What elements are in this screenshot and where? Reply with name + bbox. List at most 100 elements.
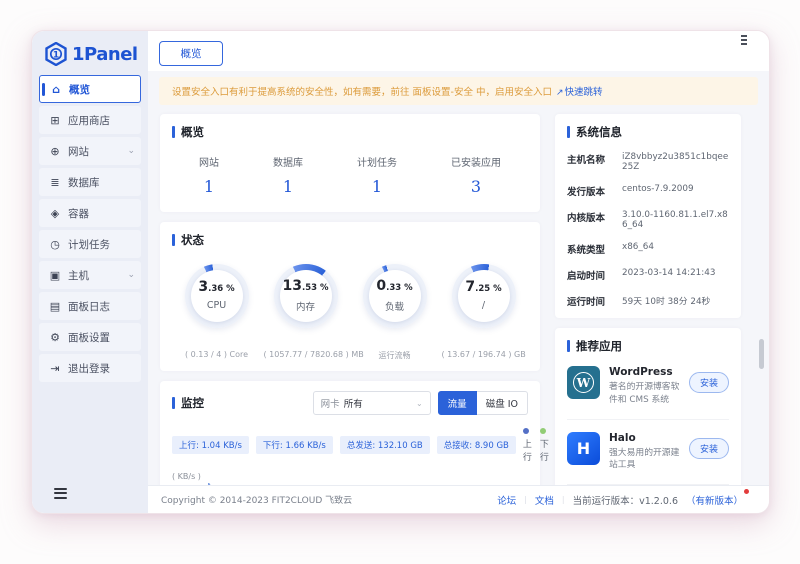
appstore-icon: ⊞ [50,113,60,127]
container-icon: ◈ [50,206,60,220]
vertical-scrollbar-thumb[interactable] [759,339,764,369]
gauge-cpu: 3.36 % CPU ( 0.13 / 4 ) Core [175,264,259,361]
system-info-title: 系统信息 [567,124,729,140]
disk-io-tab-button[interactable]: 磁盘 IO [476,391,528,415]
new-version-dot [744,488,749,494]
sidebar-item-label: 计划任务 [68,238,110,251]
schedule-icon: ◷ [50,237,60,251]
sidebar-item-host[interactable]: ▣ 主机 ⌄ [39,261,141,289]
chevron-down-icon: ⌄ [127,146,135,156]
status-card: 状态 3.36 % CPU ( 0.13 / 4 ) Core [160,222,540,371]
tab-bar: 概览 [148,31,769,71]
sidebar-item-label: 网站 [68,145,89,158]
tab-overview[interactable]: 概览 [159,41,223,66]
sidebar-item-container[interactable]: ◈ 容器 [39,199,141,227]
brand-logo-icon: 1 [45,42,67,66]
sidebar-item-label: 退出登录 [68,362,110,375]
cpu-gauge-ring: 3.36 % CPU [184,264,249,328]
recommended-apps-card: 推荐应用 W WordPress 著名的开源博客软件和 CMS 系统 安装 H [555,328,741,510]
system-info-card: 系统信息 主机名称 iZ8vbbyz2u3851c1bqee25Z 发行版本 c… [555,114,741,318]
footer: Copyright © 2014-2023 FIT2CLOUD 飞致云 论坛 |… [148,485,769,513]
stat-databases[interactable]: 数据库 1 [273,158,303,196]
disk-gauge-ring: 7.25 % / [451,264,516,328]
sidebar-item-label: 面板设置 [68,331,110,344]
docs-link[interactable]: 文档 [534,495,554,507]
logs-icon: ▤ [49,299,61,313]
settings-icon: ⚙ [50,330,60,344]
sidebar-item-label: 容器 [68,207,89,220]
traffic-tags: 上行: 1.04 KB/s 下行: 1.66 KB/s 总发送: 132.10 … [172,427,549,463]
stat-installed-apps[interactable]: 已安装应用 3 [451,158,501,196]
status-card-title: 状态 [172,232,528,248]
sidebar-item-website[interactable]: ⊕ 网站 ⌄ [39,137,141,165]
svg-text:1: 1 [53,51,59,61]
globe-icon: ⊕ [50,144,60,158]
monitor-toggle-group: 流量 磁盘 IO [437,391,528,415]
sidebar-item-database[interactable]: ≣ 数据库 [39,168,141,196]
halo-icon: H [567,431,600,465]
sysinfo-row-boot-time: 启动时间 2023-03-14 14:21:43 [567,268,716,282]
content: 概览 网站 1 数据库 1 计划任务 [148,105,769,510]
stat-websites[interactable]: 网站 1 [199,158,219,196]
app-row-halo[interactable]: H Halo 强大易用的开源建站工具 安装 [567,420,729,485]
brand-name: 1Panel [72,43,138,65]
total-sent-tag: 总发送: 132.10 GB [339,436,430,454]
quick-jump-link[interactable]: ↗快速跳转 [555,87,603,98]
down-rate-tag: 下行: 1.66 KB/s [255,436,333,454]
sysinfo-row-kernel: 内核版本 3.10.0-1160.81.1.el7.x86_64 [567,210,728,230]
main-area: 概览 设置安全入口有利于提高系统的安全性，如有需要，前往 面板设置-安全 中，启… [148,31,769,513]
stat-cronjobs[interactable]: 计划任务 1 [357,158,397,196]
sysinfo-row-uptime: 运行时间 59天 10时 38分 24秒 [567,297,711,308]
copyright-text: Copyright © 2014-2023 FIT2CLOUD 飞致云 [161,496,353,506]
traffic-tab-button[interactable]: 流量 [437,391,477,415]
chevron-down-icon: ⌄ [415,398,423,408]
overview-stats: 网站 1 数据库 1 计划任务 1 [172,154,528,196]
overview-card: 概览 网站 1 数据库 1 计划任务 [160,114,540,212]
monitor-card-title: 监控 [172,395,204,411]
sidebar-item-label: 应用商店 [68,114,110,127]
security-banner: 设置安全入口有利于提高系统的安全性，如有需要，前往 面板设置-安全 中，启用安全… [159,77,758,105]
recommended-apps-title: 推荐应用 [567,338,729,354]
sidebar-item-panel-logs[interactable]: ▤ 面板日志 [39,292,141,320]
database-icon: ≣ [50,175,60,189]
memory-gauge-ring: 13.53 % 内存 [273,264,338,328]
sidebar-item-overview[interactable]: ⌂ 概览 [39,75,141,103]
down-dot-icon [539,428,546,434]
up-rate-tag: 上行: 1.04 KB/s [172,436,249,454]
total-received-tag: 总接收: 8.90 GB [436,436,516,454]
sidebar-item-label: 面板日志 [68,300,110,313]
host-icon: ▣ [49,268,61,282]
forum-link[interactable]: 论坛 [497,495,517,507]
app-window: 1 1Panel ⌂ 概览 ⊞ 应用商店 ⊕ 网站 ⌄ [31,30,770,514]
install-halo-button[interactable]: 安装 [688,437,729,459]
app-row-wordpress[interactable]: W WordPress 著名的开源博客软件和 CMS 系统 安装 [567,354,729,420]
gauge-disk: 7.25 % / ( 13.67 / 196.74 ) GB [442,264,526,361]
home-icon: ⌂ [52,82,60,96]
sysinfo-row-hostname: 主机名称 iZ8vbbyz2u3851c1bqee25Z [567,152,729,172]
sidebar-item-appstore[interactable]: ⊞ 应用商店 [39,106,141,134]
version-text: 当前运行版本：v1.2.0.6 [572,495,678,507]
sidebar-item-label: 概览 [69,83,90,96]
legend-down[interactable]: 下行 [539,427,549,463]
wordpress-icon: W [567,366,600,399]
sidebar-item-cronjob[interactable]: ◷ 计划任务 [39,230,141,258]
legend-up[interactable]: 上行 [522,427,532,463]
jump-icon: ↗ [555,88,564,98]
overview-card-title: 概览 [172,124,528,140]
logout-icon: ⇥ [50,361,60,375]
scrollbar-stripes [741,35,747,47]
sysinfo-row-release: 发行版本 centos-7.9.2009 [567,184,694,198]
gauge-memory: 13.53 % 内存 ( 1057.77 / 7820.68 ) MB [264,264,364,361]
left-column: 概览 网站 1 数据库 1 计划任务 [160,114,549,510]
sidebar-item-logout[interactable]: ⇥ 退出登录 [39,354,141,382]
sysinfo-row-arch: 系统类型 x86_64 [567,242,654,256]
up-dot-icon [522,428,529,434]
collapse-sidebar-button[interactable] [54,487,67,502]
chevron-down-icon: ⌄ [127,270,135,280]
sidebar-menu: ⌂ 概览 ⊞ 应用商店 ⊕ 网站 ⌄ ≣ 数据库 ◈ 容 [32,75,148,382]
new-version-link[interactable]: （有新版本） [686,488,749,507]
install-wordpress-button[interactable]: 安装 [688,372,729,393]
network-card-select[interactable]: 网卡 所有 ⌄ [312,391,431,415]
sidebar-item-panel-settings[interactable]: ⚙ 面板设置 [39,323,141,351]
